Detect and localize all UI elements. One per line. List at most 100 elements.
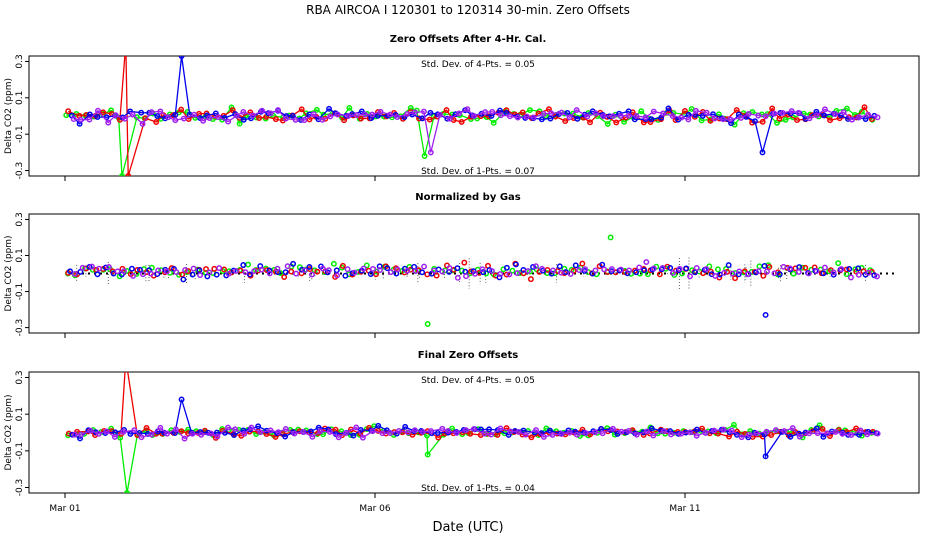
data-point <box>670 269 677 276</box>
data-point <box>874 273 880 280</box>
data-point <box>330 260 337 267</box>
data-point <box>856 114 863 121</box>
data-point <box>233 112 240 119</box>
data-point <box>124 357 128 361</box>
data-point <box>148 109 155 115</box>
data-point <box>275 429 282 436</box>
data-point <box>874 430 881 437</box>
data-point <box>178 106 185 113</box>
data-point <box>453 429 460 436</box>
data-point <box>88 263 95 270</box>
data-point <box>733 107 740 114</box>
data-point <box>497 425 504 432</box>
data-point <box>71 270 78 277</box>
data-point <box>291 430 298 437</box>
data-point <box>799 264 806 271</box>
data-point <box>200 117 207 124</box>
data-point <box>847 274 854 281</box>
data-point <box>427 109 434 116</box>
data-point <box>94 271 101 278</box>
data-point <box>599 261 606 268</box>
data-point <box>703 109 710 116</box>
data-point <box>301 117 308 124</box>
data-point <box>819 425 826 432</box>
series-line <box>71 56 875 153</box>
data-point <box>520 270 527 277</box>
data-point <box>319 116 326 123</box>
data-point <box>373 271 380 278</box>
data-point <box>523 113 530 120</box>
y-axis-label: Delta CO2 (ppm) <box>4 394 14 470</box>
data-point <box>127 430 134 437</box>
data-point <box>617 112 624 119</box>
data-point <box>363 262 370 269</box>
data-point <box>173 269 180 276</box>
data-point <box>362 111 369 118</box>
data-point <box>613 119 620 126</box>
data-point <box>498 112 504 119</box>
data-point <box>178 396 185 403</box>
data-point <box>367 271 374 277</box>
data-point <box>832 111 839 118</box>
data-point <box>221 266 228 273</box>
data-point <box>341 117 348 124</box>
data-point <box>515 428 522 435</box>
data-point <box>843 266 850 273</box>
data-point <box>105 119 112 126</box>
data-point <box>715 430 722 437</box>
data-point <box>582 266 589 273</box>
data-point <box>839 430 846 437</box>
data-point <box>214 433 221 440</box>
data-point <box>693 432 700 439</box>
data-point <box>849 116 856 123</box>
data-point <box>182 267 189 274</box>
data-point <box>660 110 667 117</box>
data-point <box>77 116 84 123</box>
data-point <box>855 271 862 278</box>
data-point <box>753 430 760 437</box>
data-point <box>424 321 431 327</box>
figure-title: RBA AIRCOA I 120301 to 120314 30-min. Ze… <box>306 3 630 17</box>
x-tick-label: Mar 01 <box>49 504 80 514</box>
data-point <box>353 112 360 119</box>
x-tick-label: Mar 06 <box>359 504 391 514</box>
data-point <box>369 265 376 272</box>
data-point <box>855 265 862 272</box>
data-point <box>225 118 232 125</box>
data-point <box>865 269 872 276</box>
data-point <box>764 268 770 275</box>
data-point <box>456 110 463 117</box>
data-point <box>471 113 477 120</box>
data-point <box>573 107 580 113</box>
data-point <box>509 267 516 274</box>
data-point <box>746 431 753 438</box>
data-point <box>507 113 513 120</box>
data-point <box>231 432 238 438</box>
data-point <box>134 267 141 273</box>
data-point <box>384 265 391 272</box>
data-point <box>225 424 231 431</box>
panel-title: Final Zero Offsets <box>418 350 518 361</box>
data-point <box>358 115 364 122</box>
data-point <box>486 426 493 433</box>
data-point <box>290 260 297 267</box>
data-point <box>421 153 428 159</box>
y-tick-label: 0.1 <box>15 248 25 262</box>
data-point <box>556 263 563 270</box>
data-point <box>659 264 666 271</box>
data-point <box>433 272 440 279</box>
data-point <box>806 115 813 122</box>
data-point <box>446 115 453 122</box>
data-point <box>853 425 860 432</box>
data-point <box>782 116 789 123</box>
data-point <box>820 433 827 440</box>
data-point <box>333 267 340 274</box>
data-point <box>576 267 583 274</box>
data-point <box>232 426 239 433</box>
data-point <box>840 109 847 116</box>
data-point <box>284 263 291 270</box>
data-point <box>427 149 434 156</box>
data-point <box>342 429 349 436</box>
data-point <box>462 427 469 434</box>
plot-area <box>63 56 881 176</box>
